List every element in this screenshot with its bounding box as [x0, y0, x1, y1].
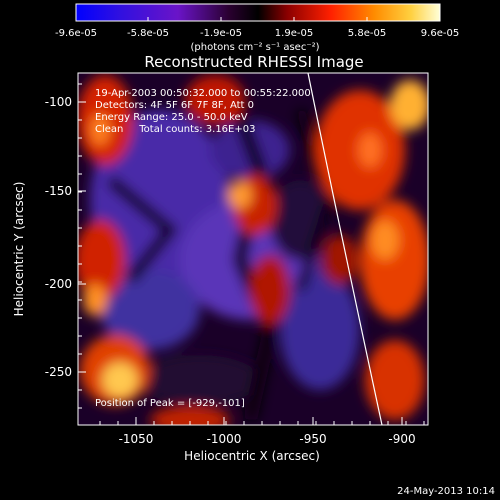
peak-position-label: Position of Peak = [-929,-101] [95, 398, 245, 409]
x-tick-label: -1050 [119, 432, 154, 446]
x-axis: -1050 -1000 -950 -900 [99, 417, 425, 446]
colorbar-tick-label: -9.6e-05 [55, 28, 97, 39]
colorbar-unit-label: (photons cm⁻² s⁻¹ asec⁻²) [190, 42, 319, 53]
info-line: Detectors: 4F 5F 6F 7F 8F, Att 0 [95, 100, 254, 111]
y-tick-label: -150 [45, 184, 72, 198]
plot-title: Reconstructed RHESSI Image [144, 53, 363, 71]
y-axis-label: Heliocentric Y (arcsec) [12, 182, 26, 317]
x-tick-label: -950 [299, 432, 326, 446]
colorbar-tick-label: -1.9e-05 [200, 28, 242, 39]
plot-frame [77, 72, 429, 426]
x-tick-label: -900 [388, 432, 415, 446]
colorbar-tick-labels: -9.6e-05 -5.8e-05 -1.9e-05 1.9e-05 5.8e-05 9.… [55, 28, 459, 39]
rhessi-image [78, 73, 428, 425]
y-tick-label: -200 [45, 277, 72, 291]
x-axis-label: Heliocentric X (arcsec) [184, 449, 320, 463]
colorbar-tick-label: 5.8e-05 [348, 28, 386, 39]
x-tick-label: -1000 [207, 432, 242, 446]
y-tick-label: -250 [45, 365, 72, 379]
colorbar-tick-label: 9.6e-05 [421, 28, 459, 39]
colorbar-ticks [75, 17, 441, 21]
timestamp: 24-May-2013 10:14 [397, 486, 495, 497]
info-block: 19-Apr-2003 00:50:32.000 to 00:55:22.000… [95, 88, 311, 135]
info-line: 19-Apr-2003 00:50:32.000 to 00:55:22.000 [95, 88, 311, 99]
colorbar-tick-label: -5.8e-05 [127, 28, 169, 39]
y-tick-label: -100 [45, 95, 72, 109]
info-line: Clean Total counts: 3.16E+03 [95, 124, 255, 135]
colorbar-tick-label: 1.9e-05 [275, 28, 313, 39]
info-line: Energy Range: 25.0 - 50.0 keV [95, 112, 248, 123]
y-axis: -100 -150 -200 -250 [45, 83, 86, 409]
colorbar [76, 4, 440, 21]
solar-limb-line [307, 73, 383, 425]
